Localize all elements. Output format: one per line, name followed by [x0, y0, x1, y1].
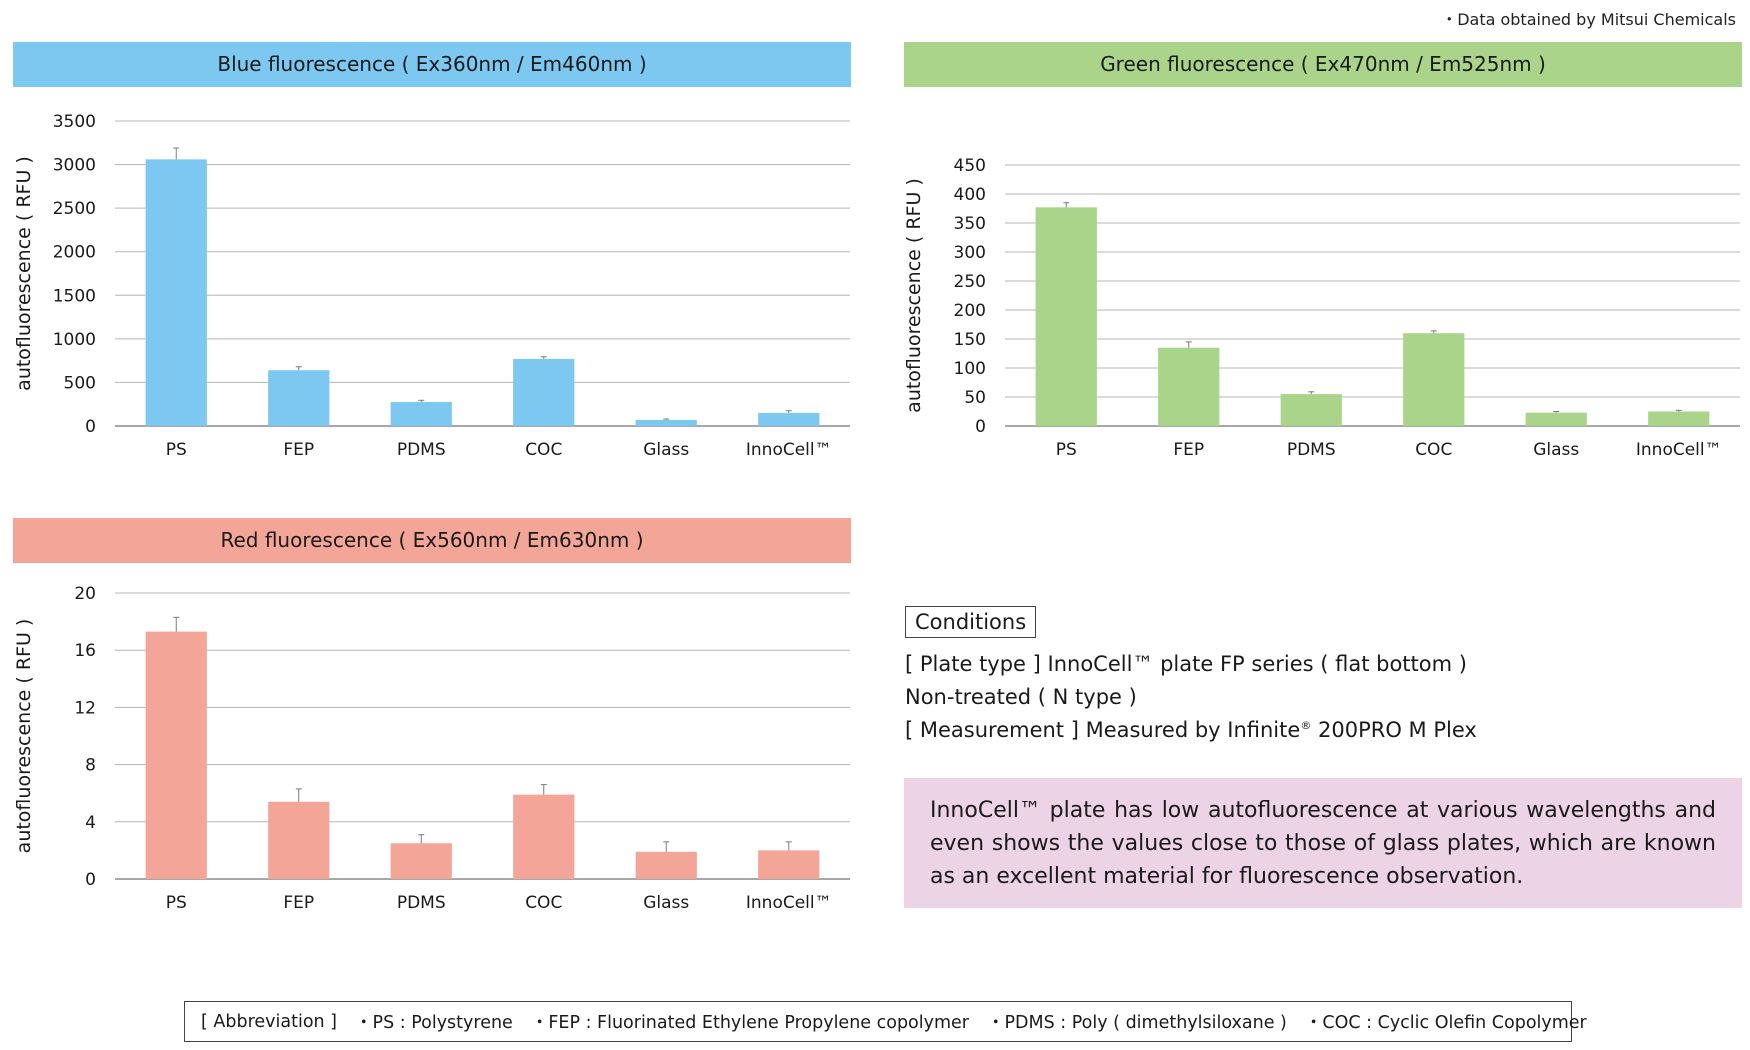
y-tick-label: 0	[975, 417, 986, 437]
y-tick-label: 150	[954, 330, 986, 350]
bar	[390, 402, 452, 426]
bar	[145, 631, 207, 879]
conditions-title: Conditions	[905, 606, 1037, 638]
x-tick-label: Glass	[1533, 440, 1579, 460]
x-tick-label: InnoCell™	[746, 893, 832, 913]
x-tick-label: InnoCell™	[746, 440, 832, 460]
y-tick-label: 12	[74, 698, 96, 718]
abbreviation-item: ・PS : Polystyrene	[355, 1013, 513, 1033]
bar	[635, 851, 697, 879]
x-tick-label: FEP	[283, 893, 314, 913]
y-tick-label: 450	[954, 156, 986, 176]
x-tick-label: FEP	[283, 440, 314, 460]
treatment-line: Non-treated ( N type )	[905, 685, 1137, 709]
bar	[1035, 207, 1097, 426]
abbreviation-item: ・FEP : Fluorinated Ethylene Propylene co…	[530, 1013, 969, 1033]
bar	[1158, 347, 1220, 426]
y-tick-label: 350	[954, 214, 986, 234]
bar	[1525, 412, 1587, 426]
bar	[268, 370, 330, 426]
abbreviation-box: [ Abbreviation ] ・PS : Polystyrene ・FEP …	[184, 1001, 1587, 1042]
green-chart-title: Green fluorescence ( Ex470nm / Em525nm )	[904, 42, 1742, 87]
bar	[758, 850, 820, 879]
bar	[1648, 411, 1710, 426]
x-tick-label: COC	[1415, 440, 1452, 460]
y-tick-label: 0	[85, 870, 96, 890]
measurement-suffix: 200PRO M Plex	[1311, 718, 1477, 742]
y-tick-label: 400	[954, 185, 986, 205]
y-tick-label: 2000	[53, 243, 96, 263]
summary-box: InnoCell™ plate has low autofluorescence…	[904, 778, 1742, 908]
blue-chart-title: Blue fluorescence ( Ex360nm / Em460nm )	[13, 42, 851, 87]
source-note: ・Data obtained by Mitsui Chemicals	[1441, 10, 1736, 29]
y-tick-label: 50	[964, 388, 986, 408]
y-tick-label: 4	[85, 813, 96, 833]
y-tick-label: 3500	[53, 112, 96, 132]
x-tick-label: PS	[166, 440, 187, 460]
registered-mark: ®	[1300, 719, 1312, 732]
y-tick-label: 8	[85, 756, 96, 776]
y-tick-label: 16	[74, 641, 96, 661]
y-tick-label: 1500	[53, 286, 96, 306]
red-fluorescence-chart: 0 4 8 12 16 20 autofluorescence ( RFU ) PS FEP PD…	[13, 584, 850, 913]
bar	[758, 412, 820, 426]
y-axis-label: autofluorescence ( RFU )	[13, 619, 35, 854]
y-tick-label: 0	[85, 417, 96, 437]
x-tick-label: PDMS	[397, 893, 446, 913]
x-tick-label: PDMS	[397, 440, 446, 460]
x-tick-label: Glass	[643, 440, 689, 460]
x-tick-label: PDMS	[1287, 440, 1336, 460]
green-fluorescence-chart: 0 50 100 150 200 250 300 350 400 450 autofluoresce…	[903, 156, 1740, 460]
x-tick-label: FEP	[1173, 440, 1204, 460]
y-tick-label: 20	[74, 584, 96, 604]
x-tick-label: InnoCell™	[1636, 440, 1722, 460]
y-tick-label: 3000	[53, 156, 96, 176]
y-tick-label: 500	[64, 373, 96, 393]
abbreviation-item: ・PDMS : Poly ( dimethylsiloxane )	[987, 1013, 1287, 1033]
bar	[1280, 394, 1342, 426]
abbreviation-label: [ Abbreviation ]	[201, 1011, 338, 1032]
x-tick-label: PS	[166, 893, 187, 913]
bar	[513, 794, 575, 879]
y-axis-label: autofluorescence ( RFU )	[903, 178, 925, 413]
bar	[635, 419, 697, 426]
y-axis-label: autofluorescence ( RFU )	[13, 156, 35, 391]
red-chart-title: Red fluorescence ( Ex560nm / Em630nm )	[13, 518, 851, 563]
abbreviation-item: ・COC : Cyclic Olefin Copolymer	[1304, 1013, 1587, 1033]
y-tick-label: 2500	[53, 199, 96, 219]
x-tick-label: COC	[525, 893, 562, 913]
blue-fluorescence-chart: 0 500 1000 1500 2000 2500 3000 3500 autofluoresc…	[13, 112, 850, 460]
x-tick-label: COC	[525, 440, 562, 460]
x-tick-label: PS	[1056, 440, 1077, 460]
x-tick-label: Glass	[643, 893, 689, 913]
y-tick-label: 300	[954, 243, 986, 263]
measurement-prefix: [ Measurement ] Measured by Infinite	[905, 718, 1301, 742]
bar	[1403, 333, 1465, 426]
bar	[513, 358, 575, 426]
bar	[390, 843, 452, 879]
y-tick-label: 1000	[53, 330, 96, 350]
y-tick-label: 200	[954, 301, 986, 321]
y-tick-label: 100	[954, 359, 986, 379]
measurement-line: [ Measurement ] Measured by Infinite® 20…	[905, 718, 1477, 742]
bar	[268, 801, 330, 879]
plate-type-line: [ Plate type ] InnoCell™ plate FP series…	[905, 652, 1467, 676]
bar	[145, 159, 207, 426]
y-tick-label: 250	[954, 272, 986, 292]
